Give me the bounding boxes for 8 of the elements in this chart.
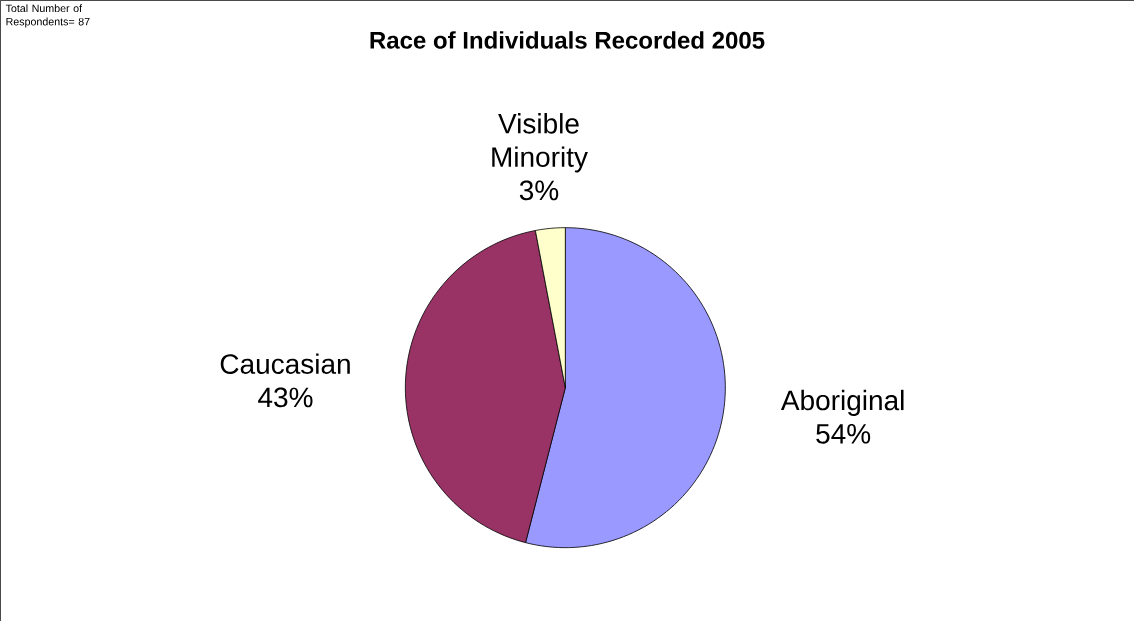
data-label: 3% xyxy=(519,180,559,201)
data-label: 43% xyxy=(258,387,313,408)
data-label: 54% xyxy=(816,423,871,444)
chart-title: Race of Individuals Recorded 2005 xyxy=(370,31,765,49)
text: Total Number of Respondents= 87 xyxy=(5,4,90,28)
slice-label: Aboriginal xyxy=(780,389,904,416)
slice-label: Caucasian xyxy=(220,353,350,374)
slice-label: Visible Minority xyxy=(492,113,588,173)
